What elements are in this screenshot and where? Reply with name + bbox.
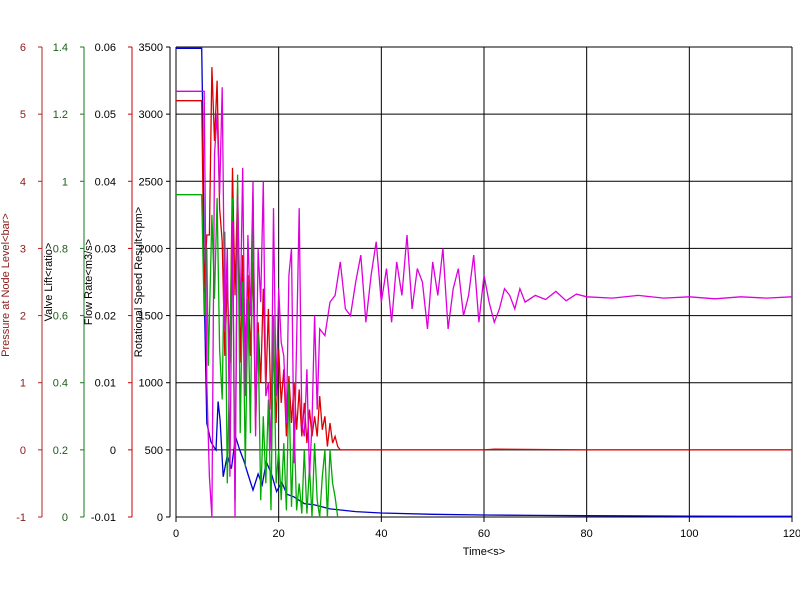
y-axis-label-flow: Flow Rate<m3/s> bbox=[83, 239, 95, 325]
y-tick-label-flow: 0.02 bbox=[95, 311, 116, 323]
y-axis-label-speed: Rotational Speed Result<rpm> bbox=[133, 207, 145, 357]
y-tick-label-pressure: 2 bbox=[20, 311, 26, 323]
y-tick-label-flow: -0.01 bbox=[91, 512, 116, 524]
y-tick-label-speed: 3500 bbox=[139, 42, 163, 54]
y-tick-label-pressure: 0 bbox=[20, 445, 26, 457]
y-tick-label-valve: 0.6 bbox=[53, 311, 68, 323]
y-tick-label-flow: 0.04 bbox=[95, 176, 116, 188]
y-tick-label-pressure: 3 bbox=[20, 243, 26, 255]
x-tick-label: 60 bbox=[478, 528, 490, 540]
x-tick-label: 120 bbox=[783, 528, 800, 540]
series-line-3 bbox=[176, 87, 793, 518]
y-tick-label-valve: 1 bbox=[62, 176, 68, 188]
y-axis-label-pressure: Pressure at Node Level<bar> bbox=[0, 213, 12, 357]
x-tick-label: 0 bbox=[173, 528, 179, 540]
y-tick-label-speed: 2500 bbox=[139, 176, 163, 188]
x-axis-label: Time<s> bbox=[463, 546, 505, 558]
y-tick-label-speed: 0 bbox=[157, 512, 163, 524]
y-tick-label-valve: 1.4 bbox=[53, 42, 68, 54]
x-tick-label: 20 bbox=[273, 528, 285, 540]
y-tick-label-valve: 0 bbox=[62, 512, 68, 524]
y-tick-label-valve: 0.8 bbox=[53, 243, 68, 255]
y-tick-label-flow: 0 bbox=[110, 445, 116, 457]
x-tick-label: 80 bbox=[581, 528, 593, 540]
x-tick-label: 100 bbox=[680, 528, 698, 540]
series-line-1 bbox=[176, 67, 792, 451]
y-tick-label-speed: 3000 bbox=[139, 109, 163, 121]
y-tick-label-speed: 1000 bbox=[139, 378, 163, 390]
y-tick-label-speed: 2000 bbox=[139, 243, 163, 255]
y-tick-label-pressure: -1 bbox=[16, 512, 26, 524]
y-tick-label-flow: 0.01 bbox=[95, 378, 116, 390]
y-tick-label-speed: 500 bbox=[145, 445, 163, 457]
axes: 0 20 40 60 80 100 120-1012345600.20.40.60.811.… bbox=[16, 42, 800, 540]
y-tick-label-flow: 0.03 bbox=[95, 243, 116, 255]
y-tick-label-pressure: 6 bbox=[20, 42, 26, 54]
y-tick-label-valve: 0.2 bbox=[53, 445, 68, 457]
y-tick-label-pressure: 4 bbox=[20, 176, 26, 188]
y-tick-label-pressure: 5 bbox=[20, 109, 26, 121]
series-line-0 bbox=[176, 47, 792, 517]
y-tick-label-pressure: 1 bbox=[20, 378, 26, 390]
y-tick-label-valve: 0.4 bbox=[53, 378, 68, 390]
y-tick-label-flow: 0.06 bbox=[95, 42, 116, 54]
y-tick-label-flow: 0.05 bbox=[95, 109, 116, 121]
grid bbox=[175, 46, 793, 518]
y-tick-label-speed: 1500 bbox=[139, 311, 163, 323]
y-tick-label-valve: 1.2 bbox=[53, 109, 68, 121]
y-axis-label-valve: Valve Lift<ratio> bbox=[43, 243, 55, 322]
x-tick-label: 40 bbox=[375, 528, 387, 540]
series-lines bbox=[176, 47, 793, 518]
